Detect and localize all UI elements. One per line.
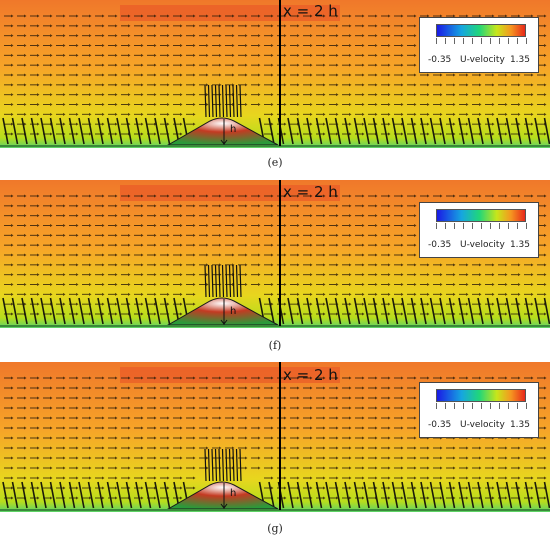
colorbar-title-f: U-velocity (460, 240, 505, 250)
colorbar-tick (454, 38, 455, 44)
colorbar-tick (490, 223, 491, 229)
colorbar-tick (499, 223, 500, 229)
colorbar-e (436, 24, 526, 37)
colorbar-g (436, 389, 526, 402)
marker-label-g: x = 2 h (283, 366, 338, 384)
vector-row (4, 243, 547, 247)
height-label-g: h (230, 488, 237, 499)
colorbar-tick (517, 223, 518, 229)
vector-row (4, 112, 547, 116)
colorbar-tick (508, 403, 509, 409)
colorbar-tick (445, 403, 446, 409)
colorbar-tick (526, 403, 527, 409)
caption-g: (g) (267, 522, 283, 535)
vector-row (4, 376, 547, 380)
hill-obstacle (166, 297, 279, 326)
vector-row (4, 406, 547, 410)
marker-label-e: x = 2 h (283, 2, 338, 20)
boundary-layer-vectors (2, 297, 550, 325)
colorbar-tick (508, 223, 509, 229)
colorbar-f (436, 209, 526, 222)
colorbar-tick (472, 223, 473, 229)
colorbar-ticks-e (436, 38, 527, 46)
caption-f: (f) (268, 339, 282, 352)
panel-f: x = 2 h h -0.35 U-velocity 1.35 (f) (0, 180, 550, 358)
colorbar-tick (454, 403, 455, 409)
height-arrow-head (220, 503, 228, 509)
colorbar-tick (445, 223, 446, 229)
colorbar-max-e: 1.35 (509, 55, 530, 65)
colorbar-tick (463, 38, 464, 44)
height-label-f: h (230, 306, 237, 317)
height-arrow-head (220, 319, 228, 325)
colorbar-tick (445, 38, 446, 44)
boundary-layer-vectors (2, 117, 550, 145)
height-label-e: h (230, 124, 237, 135)
vector-row (4, 224, 547, 227)
colorbar-title-g: U-velocity (460, 420, 505, 430)
colorbar-max-g: 1.35 (509, 420, 530, 430)
colorbar-tick (517, 38, 518, 44)
colorbar-legend-e: -0.35 U-velocity 1.35 (419, 17, 539, 73)
high-velocity-band (120, 185, 340, 201)
vector-row (4, 292, 547, 296)
boundary-layer-vectors (2, 481, 550, 509)
vector-row (4, 194, 547, 198)
vector-row (4, 14, 547, 18)
vector-row (4, 476, 547, 480)
colorbar-tick (517, 403, 518, 409)
height-arrow-head (220, 139, 228, 145)
wake-vectors (204, 448, 242, 482)
colorbar-legend-g: -0.35 U-velocity 1.35 (419, 382, 539, 438)
high-velocity-band (120, 367, 340, 383)
hill-obstacle (166, 481, 279, 510)
colorbar-tick (508, 38, 509, 44)
vector-row (4, 273, 547, 277)
colorbar-ticks-f (436, 223, 527, 231)
panel-e: x = 2 h h -0.35 U-velocity 1.35 (e) (0, 0, 550, 178)
colorbar-tick (499, 38, 500, 44)
vector-row (4, 263, 547, 267)
colorbar-tick (463, 223, 464, 229)
colorbar-tick (436, 223, 437, 229)
colorbar-tick (499, 403, 500, 409)
colorbar-tick (436, 38, 437, 44)
hill-obstacle (166, 117, 279, 146)
colorbar-tick (481, 38, 482, 44)
wake-vectors (204, 264, 242, 298)
flow-field-f (0, 180, 550, 328)
caption-e: (e) (267, 156, 283, 169)
colorbar-tick (490, 403, 491, 409)
colorbar-tick (481, 403, 482, 409)
vector-row (4, 446, 547, 450)
marker-label-f: x = 2 h (283, 183, 338, 201)
colorbar-tick (526, 223, 527, 229)
colorbar-min-f: -0.35 (428, 240, 452, 250)
colorbar-max-f: 1.35 (509, 240, 530, 250)
vector-row (4, 93, 547, 97)
colorbar-min-g: -0.35 (428, 420, 452, 430)
colorbar-tick (481, 223, 482, 229)
colorbar-tick (454, 223, 455, 229)
colorbar-tick (463, 403, 464, 409)
panel-g: x = 2 h h -0.35 U-velocity 1.35 (g) (0, 362, 550, 538)
colorbar-min-e: -0.35 (428, 55, 452, 65)
colorbar-tick (490, 38, 491, 44)
colorbar-tick (526, 38, 527, 44)
colorbar-ticks-g (436, 403, 527, 411)
colorbar-tick (472, 38, 473, 44)
wake-vectors (204, 84, 242, 118)
vector-row (4, 73, 547, 77)
high-velocity-band (120, 5, 340, 21)
vector-row (4, 83, 547, 87)
colorbar-tick (472, 403, 473, 409)
vector-row (4, 122, 547, 126)
colorbar-tick (436, 403, 437, 409)
colorbar-legend-f: -0.35 U-velocity 1.35 (419, 202, 539, 258)
colorbar-title-e: U-velocity (460, 55, 505, 65)
